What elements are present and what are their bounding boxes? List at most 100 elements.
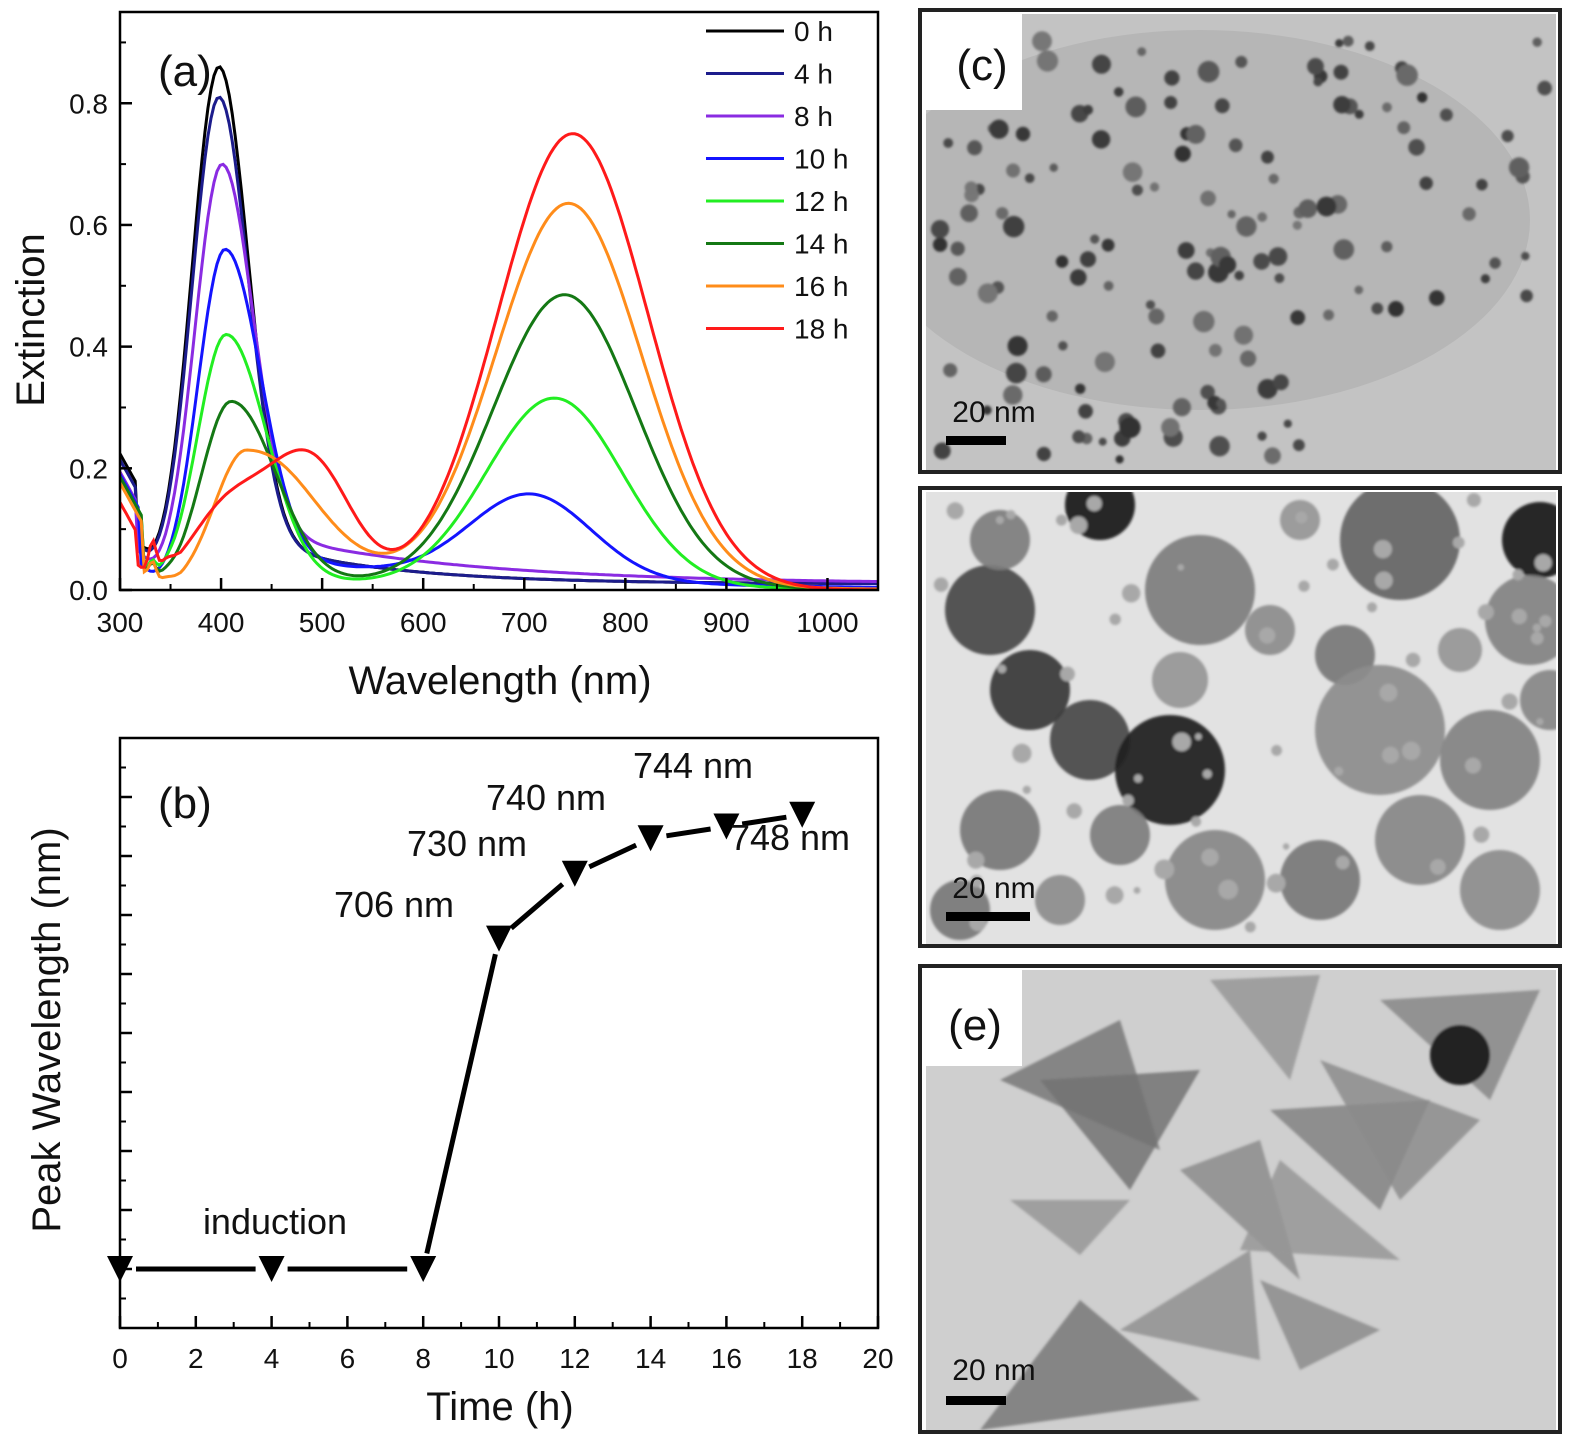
small-particle (1295, 511, 1308, 524)
small-particle (1122, 584, 1141, 603)
nanoparticle (1055, 255, 1069, 268)
nanoparticle (1264, 447, 1281, 465)
small-particle (1379, 683, 1398, 702)
nanoparticle (932, 237, 948, 252)
tem-particles-c (926, 14, 1556, 472)
spectrum-line-10h (120, 247, 878, 589)
nanodisc (1340, 492, 1460, 600)
x-tick-label-a: 500 (299, 607, 346, 638)
small-particle (1512, 569, 1524, 581)
nanoparticle (943, 138, 954, 148)
nanoparticle (1103, 281, 1114, 291)
nanoparticle (982, 405, 992, 415)
small-particle (1511, 608, 1527, 625)
nanoparticle (1015, 126, 1031, 142)
nanoparticle (950, 241, 965, 256)
nanoparticle (1476, 179, 1488, 191)
nanoparticle (1161, 418, 1180, 437)
nanoparticle (1333, 96, 1351, 114)
nanoparticle (1075, 383, 1086, 394)
nanoparticle (1003, 215, 1025, 238)
peak-marker (789, 801, 816, 828)
nanoparticle (1174, 145, 1191, 162)
nanoparticle (1396, 64, 1418, 86)
nanoparticle (1520, 289, 1533, 303)
annotation-748: 748 nm (730, 817, 850, 858)
peak-marker (107, 1256, 133, 1282)
y-axis-title-b: Peak Wavelength (nm) (25, 827, 69, 1232)
legend-label: 14 h (794, 229, 849, 260)
nanoparticle (1164, 70, 1180, 86)
y-tick-label-a: 0.2 (69, 453, 108, 484)
spectrum-line-12h (120, 332, 878, 590)
nanoparticle (1268, 173, 1279, 184)
scale-bar-label-d: 20 nm (952, 872, 1035, 905)
nanoparticle (1429, 290, 1445, 306)
tem-image-d: 20 nm (918, 486, 1562, 948)
nanodisc (990, 650, 1070, 730)
small-particle (1466, 493, 1481, 507)
peak-wavelength-chart: 0 2 4 6 8 10 12 14 16 18 20 (b) Time (h) Peak Wave… (25, 736, 894, 1429)
legend-label: 18 h (794, 314, 849, 345)
nanoparticle (1125, 96, 1147, 118)
small-particle (970, 874, 983, 888)
annotation-730: 730 nm (407, 823, 527, 864)
nanoparticle (1298, 199, 1318, 218)
small-particle (1066, 803, 1082, 819)
x-axis-ticks-a: 300 400 500 600 700 800 900 1000 (97, 578, 879, 638)
nanoprism (1260, 1280, 1380, 1370)
nanoprism (980, 1300, 1200, 1430)
small-particle (1501, 693, 1518, 710)
tem-frame-e (918, 964, 1562, 1434)
nanoparticle (989, 119, 1009, 139)
nanoparticle (1032, 31, 1052, 52)
nanoparticle (1371, 302, 1384, 315)
spectra-series-group (120, 65, 878, 590)
peak-marker (258, 1256, 285, 1282)
nanoparticle (1006, 362, 1027, 384)
nanoparticle (1216, 398, 1226, 409)
nanoparticle (1006, 163, 1021, 178)
nanoparticle (967, 140, 983, 156)
tem-frame-c (918, 8, 1562, 474)
nanoparticle (1200, 384, 1215, 400)
panel-label-e: (e) (948, 1001, 1002, 1050)
y-tick-label-a: 0.6 (69, 210, 108, 241)
y-tick-label-a: 0.0 (69, 575, 108, 606)
x-tick-label-a: 600 (400, 607, 447, 638)
nanoparticle (1234, 270, 1244, 281)
small-particle (1056, 514, 1067, 526)
nanoparticle (1187, 262, 1205, 280)
nanoparticle (1172, 398, 1191, 417)
nanoparticle (1113, 87, 1124, 97)
small-particle (1022, 785, 1031, 794)
tem-image-c: (c) 20 nm (918, 8, 1562, 474)
peak-series-group (107, 801, 816, 1282)
nanoparticle (1234, 325, 1254, 345)
nanoparticle (1090, 234, 1100, 244)
nanoparticle (1293, 439, 1305, 452)
nanoparticle (1354, 285, 1364, 295)
nanoparticle (1024, 173, 1035, 183)
nanoparticle (1101, 238, 1115, 252)
x-tick-label-b: 20 (862, 1343, 893, 1374)
peak-line-segment (509, 882, 565, 931)
small-particle (1244, 921, 1256, 933)
nanoparticle (1137, 47, 1147, 56)
nanoparticle (1092, 54, 1111, 74)
nanodisc (1520, 670, 1556, 730)
nanoparticle (1501, 130, 1514, 143)
y-tick-label-a: 0.4 (69, 332, 108, 363)
nanodisc (1440, 710, 1540, 810)
small-particle (1154, 859, 1175, 880)
nanoparticle (1313, 77, 1323, 87)
small-particle (1532, 623, 1541, 633)
nanoparticle (1072, 430, 1086, 444)
small-particle (1201, 848, 1219, 866)
nanoparticle (1083, 104, 1093, 115)
nanoparticle (1253, 253, 1270, 270)
nanoparticle (1462, 207, 1476, 221)
x-tick-label-b: 16 (711, 1343, 742, 1374)
nanoparticle (1209, 343, 1222, 357)
small-particle (1012, 743, 1032, 764)
